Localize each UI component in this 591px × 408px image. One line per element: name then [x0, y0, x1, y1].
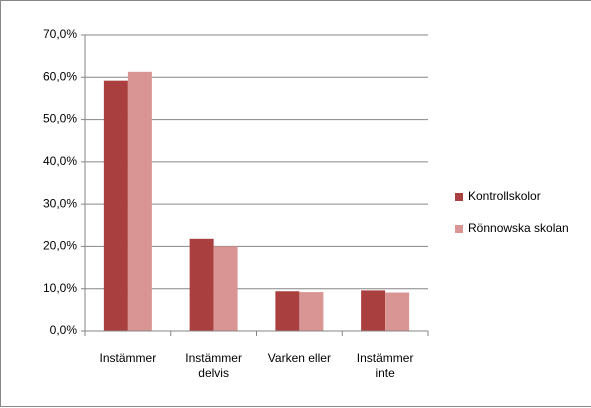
- bar: [385, 292, 410, 331]
- y-tick-label: 20,0%: [43, 239, 77, 253]
- legend-swatch: [455, 193, 463, 201]
- bar: [127, 71, 152, 331]
- y-tick-label: 30,0%: [43, 196, 77, 210]
- bar: [189, 238, 214, 331]
- y-tick-label: 0,0%: [50, 323, 78, 337]
- bar: [275, 291, 300, 331]
- legend-swatch: [455, 225, 463, 233]
- x-tick-label: Instämmer: [99, 351, 157, 365]
- legend-label: Kontrollskolor: [468, 189, 541, 203]
- y-tick-label: 60,0%: [43, 69, 77, 83]
- x-tick-label: Instämmer inte: [356, 351, 414, 380]
- y-tick-label: 40,0%: [43, 154, 77, 168]
- bar: [361, 290, 386, 331]
- y-tick-label: 50,0%: [43, 112, 77, 126]
- bar: [213, 246, 238, 331]
- y-tick-label: 10,0%: [43, 281, 77, 295]
- x-tick-label: Varken eller: [267, 351, 331, 365]
- bar: [299, 292, 324, 331]
- y-tick-label: 70,0%: [43, 27, 77, 41]
- x-tick-label: Instämmer delvis: [185, 351, 242, 380]
- bar: [103, 80, 128, 331]
- legend-label: Rönnowska skolan: [468, 221, 569, 235]
